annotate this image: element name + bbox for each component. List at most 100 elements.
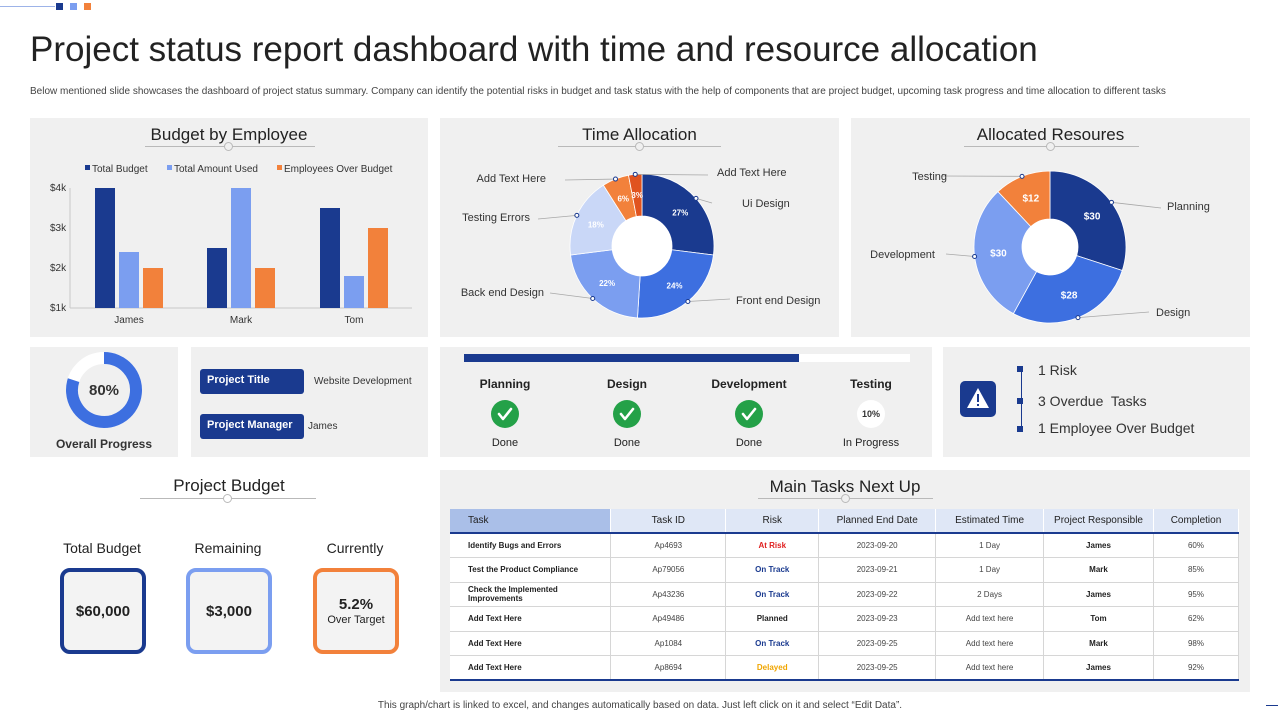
title-dot [841,494,850,503]
leader-dot [574,212,580,218]
phases-progress-fill [464,354,799,362]
budget-by-employee-panel: Budget by Employee Total Budget Total Amo… [30,118,428,337]
task-responsible: James [1043,533,1154,558]
slice-category-label: Testing [912,171,947,183]
task-estimated-time: Add text here [935,631,1045,656]
task-id: Ap1084 [610,631,727,656]
alerts-panel: 1 Risk 3 Overdue Tasks 1 Employee Over B… [943,347,1250,457]
project-manager-label: Project Manager [200,414,304,439]
legend-label: Total Budget [92,164,148,175]
currently-subtext: Over Target [327,614,385,626]
remaining-value: $3,000 [186,568,272,654]
leader-line [945,253,975,257]
task-planned-end-date: 2023-09-20 [818,533,937,558]
task-name: Add Text Here [450,631,612,656]
slice-value-label: $28 [1061,290,1078,301]
slice-category-label: Add Text Here [476,173,546,185]
leader-line [537,214,577,220]
column-header-estimated-time: Estimated Time [935,509,1045,534]
bar [95,188,115,308]
phase-status-development: Done [735,437,763,449]
legend-swatch [167,165,172,170]
task-completion: 60% [1153,533,1240,558]
task-planned-end-date: 2023-09-21 [818,557,937,583]
legend-swatch [277,165,282,170]
footer-note: This graph/chart is linked to excel, and… [377,700,903,711]
bar [320,208,340,308]
accent-square-blue [70,3,77,10]
time-allocation-donut: 27% 24% 22% 18% 6% 3% Ui Design Front end Desi… [461,167,820,319]
task-planned-end-date: 2023-09-22 [818,582,937,607]
column-header-risk: Risk [725,509,820,534]
alert-over-budget: 1 Employee Over Budget [1038,420,1195,436]
column-header-project-responsible: Project Responsible [1043,509,1154,534]
task-estimated-time: 1 Day [935,557,1045,583]
task-risk: Planned [725,606,820,632]
done-check-icon [613,400,641,428]
alert-overdue-tasks: 3 Overdue Tasks [1038,393,1147,409]
slice-category-label: Testing Errors [462,212,530,224]
project-budget-title: Project Budget [173,476,285,495]
table-row: Test the Product Compliance Ap79056 On T… [450,557,1240,583]
total-budget-value: $60,000 [60,568,146,654]
task-completion: 62% [1153,606,1240,632]
phase-label-planning: Planning [479,377,531,391]
title-dot [223,494,232,503]
leader-dot [612,176,618,182]
accent-square-dark [56,3,63,10]
table-row: Check the Implemented Improvements Ap432… [450,582,1240,607]
phase-status-planning: Done [491,437,519,449]
slice-value-label: $12 [1023,194,1040,205]
accent-square-orange [84,3,91,10]
budget-by-employee-title: Budget by Employee [150,125,308,144]
task-estimated-time: 1 Day [935,533,1045,558]
budget-bar-chart: Total Budget Total Amount Used Employees O… [50,164,412,326]
task-completion: 85% [1153,557,1240,583]
title-dot [1046,142,1055,151]
task-responsible: Mark [1043,631,1154,656]
y-tick-label: $2k [50,263,67,274]
task-risk: On Track [725,582,820,607]
task-planned-end-date: 2023-09-25 [818,631,937,656]
bar [143,268,163,308]
phases-panel: Planning Done Design Done Development Do… [440,347,932,457]
leader-dot [1075,315,1081,321]
phase-status-design: Done [613,437,641,449]
leader-line [1077,311,1150,319]
task-responsible: James [1043,655,1154,681]
progress-value: 80% [89,382,119,399]
column-header-planned-end-date: Planned End Date [818,509,937,534]
task-estimated-time: Add text here [935,655,1045,681]
task-estimated-time: 2 Days [935,582,1045,607]
slice-category-label: Ui Design [742,198,790,210]
task-completion: 95% [1153,582,1240,607]
overall-progress-panel: 80% Overall Progress [30,347,178,457]
phase-label-development: Development [711,377,787,391]
task-id: Ap4693 [610,533,727,558]
leader-dot [972,254,978,260]
y-tick-label: $1k [50,303,67,314]
project-info-panel: Project Title Website Development Projec… [191,347,428,457]
overall-progress-label: Overall Progress [55,437,153,451]
legend-label: Total Amount Used [174,164,258,175]
testing-progress-badge: 10% [857,400,885,428]
slice-value-label: 24% [667,281,683,290]
task-completion: 92% [1153,655,1240,681]
slice-value-label: 3% [631,191,643,200]
page-title: Project status report dashboard with tim… [30,30,1038,69]
project-title-value: Website Development [314,376,412,387]
task-id: Ap49486 [610,606,727,632]
task-risk: On Track [725,631,820,656]
task-id: Ap79056 [610,557,727,583]
bar [368,228,388,308]
leader-dot [685,298,691,304]
bar [207,248,227,308]
phases-progress-track [464,354,910,362]
bar [344,276,364,308]
slice-category-label: Development [870,249,935,261]
task-responsible: Mark [1043,557,1154,583]
allocated-resources-donut: $30 $28 $30 $12 Planning Design Development Te… [870,170,1210,324]
warning-icon [960,381,996,417]
task-name: Identify Bugs and Errors [450,533,612,558]
task-id: Ap43236 [610,582,727,607]
